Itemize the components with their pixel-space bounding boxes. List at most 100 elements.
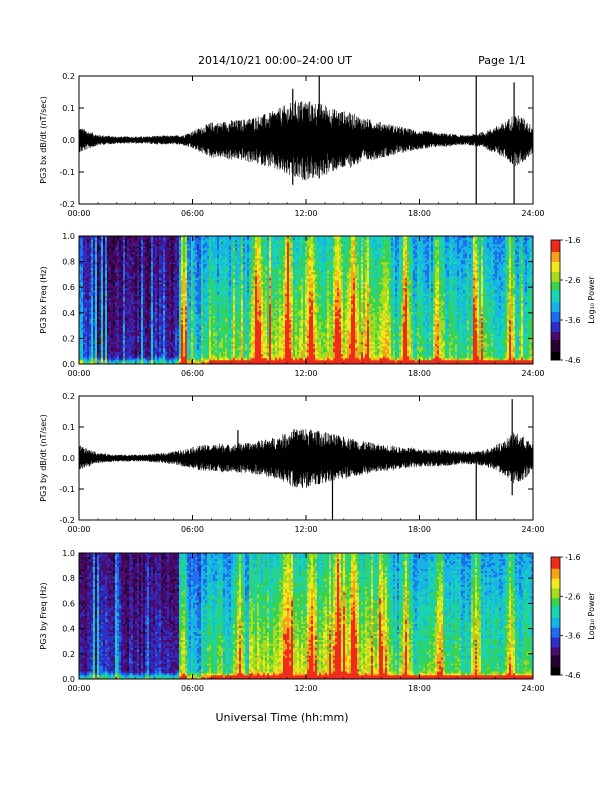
heatmap-cell [159, 346, 161, 348]
heatmap-cell [101, 324, 103, 326]
heatmap-cell [117, 340, 119, 342]
heatmap-cell [193, 274, 195, 276]
heatmap-cell [203, 326, 205, 328]
heatmap-cell [209, 328, 211, 330]
heatmap-cell [109, 338, 111, 340]
heatmap-cell [169, 270, 171, 272]
heatmap-cell [89, 310, 91, 312]
heatmap-cell [219, 308, 221, 310]
heatmap-cell [203, 240, 205, 242]
heatmap-cell [135, 294, 137, 296]
heatmap-cell [145, 336, 147, 338]
heatmap-cell [221, 254, 223, 256]
heatmap-cell [121, 270, 123, 272]
heatmap-cell [205, 298, 207, 300]
heatmap-cell [85, 288, 87, 290]
heatmap-cell [97, 278, 99, 280]
heatmap-cell [169, 274, 171, 276]
heatmap-cell [89, 242, 91, 244]
heatmap-cell [229, 292, 231, 294]
heatmap-cell [161, 284, 163, 286]
heatmap-cell [211, 316, 213, 318]
heatmap-cell [167, 278, 169, 280]
heatmap-cell [93, 308, 95, 310]
heatmap-cell [189, 282, 191, 284]
heatmap-cell [101, 290, 103, 292]
heatmap-cell [199, 304, 201, 306]
heatmap-cell [83, 298, 85, 300]
heatmap-cell [191, 308, 193, 310]
heatmap-cell [147, 322, 149, 324]
heatmap-cell [147, 262, 149, 264]
heatmap-cell [135, 306, 137, 308]
heatmap-cell [219, 284, 221, 286]
heatmap-cell [219, 336, 221, 338]
heatmap-cell [159, 314, 161, 316]
heatmap-cell [85, 248, 87, 250]
heatmap-cell [153, 242, 155, 244]
heatmap-cell [89, 330, 91, 332]
heatmap-cell [117, 344, 119, 346]
heatmap-cell [171, 310, 173, 312]
heatmap-cell [199, 244, 201, 246]
heatmap-cell [197, 260, 199, 262]
heatmap-cell [123, 300, 125, 302]
heatmap-cell [159, 266, 161, 268]
heatmap-cell [111, 276, 113, 278]
heatmap-cell [123, 250, 125, 252]
heatmap-cell [187, 336, 189, 338]
heatmap-cell [89, 280, 91, 282]
heatmap-cell [149, 258, 151, 260]
heatmap-cell [219, 282, 221, 284]
heatmap-cell [161, 316, 163, 318]
heatmap-cell [153, 274, 155, 276]
heatmap-cell [209, 288, 211, 290]
heatmap-cell [91, 348, 93, 350]
heatmap-cell [119, 304, 121, 306]
heatmap-cell [203, 310, 205, 312]
heatmap-cell [201, 338, 203, 340]
heatmap-cell [93, 274, 95, 276]
heatmap-cell [197, 240, 199, 242]
heatmap-cell [199, 312, 201, 314]
heatmap-cell [177, 270, 179, 272]
heatmap-cell [125, 326, 127, 328]
heatmap-cell [135, 350, 137, 352]
heatmap-cell [189, 350, 191, 352]
heatmap-cell [187, 348, 189, 350]
heatmap-cell [199, 350, 201, 352]
heatmap-cell [155, 338, 157, 340]
heatmap-cell [187, 346, 189, 348]
heatmap-cell [161, 344, 163, 346]
heatmap-cell [231, 244, 233, 246]
heatmap-cell [187, 322, 189, 324]
heatmap-cell [99, 290, 101, 292]
heatmap-cell [123, 244, 125, 246]
heatmap-cell [161, 304, 163, 306]
heatmap-cell [169, 342, 171, 344]
heatmap-cell [153, 354, 155, 356]
heatmap-cell [95, 248, 97, 250]
heatmap-cell [109, 294, 111, 296]
heatmap-cell [141, 320, 143, 322]
heatmap-cell [217, 286, 219, 288]
heatmap-cell [165, 322, 167, 324]
heatmap-cell [227, 274, 229, 276]
heatmap-cell [229, 346, 231, 348]
heatmap-cell [179, 340, 181, 342]
heatmap-cell [83, 340, 85, 342]
heatmap-cell [93, 262, 95, 264]
heatmap-cell [203, 296, 205, 298]
heatmap-cell [125, 310, 127, 312]
heatmap-cell [175, 268, 177, 270]
heatmap-cell [207, 262, 209, 264]
heatmap-cell [225, 346, 227, 348]
heatmap-cell [151, 294, 153, 296]
heatmap-cell [119, 328, 121, 330]
heatmap-cell [147, 306, 149, 308]
heatmap-cell [187, 278, 189, 280]
heatmap-cell [231, 306, 233, 308]
heatmap-cell [197, 298, 199, 300]
heatmap-cell [105, 340, 107, 342]
heatmap-cell [133, 346, 135, 348]
